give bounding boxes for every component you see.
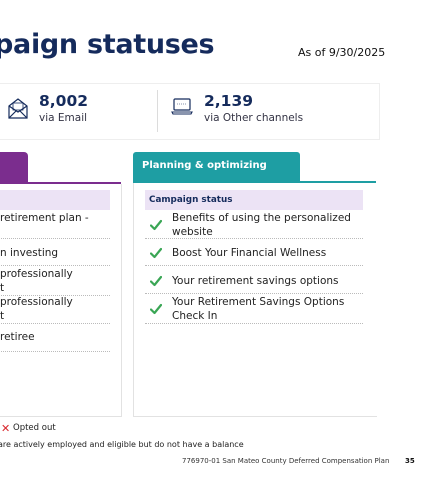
divider — [0, 265, 110, 266]
tab-label: Planning & optimizing — [142, 160, 267, 171]
left-item: t — [0, 310, 5, 322]
campaign-item: Benefits of using the personalized websi… — [172, 212, 351, 238]
other-channels-count: 2,139 — [204, 92, 254, 110]
opted-out-legend: Opted out — [13, 423, 56, 433]
divider — [0, 238, 110, 239]
left-item: retiree — [0, 331, 35, 343]
left-tab-underline — [0, 182, 121, 184]
campaign-item: Your Retirement Savings Options Check In — [172, 296, 345, 322]
email-count: 8,002 — [39, 92, 89, 110]
page-number: 35 — [405, 457, 415, 465]
check-icon — [150, 275, 162, 287]
email-label: via Email — [39, 112, 88, 124]
divider — [145, 323, 363, 324]
opted-out-x-icon: ✕ — [1, 422, 11, 435]
as-of-date: As of 9/30/2025 — [298, 46, 386, 59]
divider — [0, 351, 110, 352]
divider — [145, 238, 363, 239]
footer-document-id: 776970-01 San Mateo County Deferred Comp… — [182, 457, 390, 465]
campaign-item: Your retirement savings options — [172, 275, 339, 287]
envelope-icon — [8, 98, 28, 119]
check-icon — [150, 247, 162, 259]
stats-bar: 8,002 via Email 2,139 via Other channels — [0, 83, 380, 140]
left-panel — [0, 184, 122, 417]
right-tab-underline — [133, 181, 376, 183]
stats-divider — [157, 90, 158, 132]
left-item: professionally — [0, 268, 73, 280]
right-panel — [133, 183, 377, 417]
check-icon — [150, 219, 162, 231]
left-item: t — [0, 282, 5, 294]
tab-planning-optimizing[interactable]: Planning & optimizing — [133, 152, 300, 182]
page-title: paign statuses — [0, 29, 215, 60]
divider — [145, 293, 363, 294]
left-panel-header — [0, 190, 110, 210]
campaign-status-header: Campaign status — [145, 190, 363, 210]
other-channels-label: via Other channels — [204, 112, 304, 124]
campaign-status-label: Campaign status — [149, 195, 233, 205]
left-item: professionally — [0, 296, 73, 308]
left-category-tab[interactable] — [0, 152, 28, 182]
divider — [145, 265, 363, 266]
laptop-icon — [171, 98, 193, 115]
left-item: n investing — [0, 247, 59, 259]
campaign-item: Boost Your Financial Wellness — [172, 247, 327, 259]
divider — [0, 323, 110, 324]
check-icon — [150, 303, 162, 315]
footnote: are actively employed and eligible but d… — [0, 440, 244, 449]
left-item: retirement plan - — [0, 212, 89, 224]
divider — [0, 295, 110, 296]
